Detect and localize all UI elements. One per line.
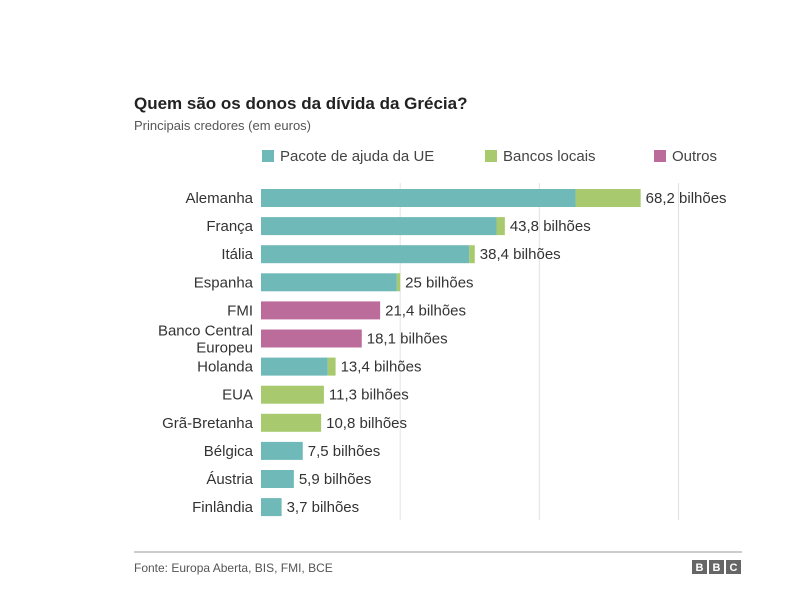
value-label: 5,9 bilhões <box>299 471 372 488</box>
category-label: Áustria <box>206 471 253 488</box>
category-label: Grã-Bretanha <box>162 415 254 432</box>
value-label: 10,8 bilhões <box>326 415 407 432</box>
bbc-logo: B B C <box>692 560 741 574</box>
category-label: Bélgica <box>204 443 254 460</box>
value-label: 18,1 bilhões <box>367 331 448 348</box>
value-label: 68,2 bilhões <box>646 190 727 207</box>
value-label: 3,7 bilhões <box>287 499 360 516</box>
legend-label: Pacote de ajuda da UE <box>280 148 434 165</box>
bar-segment <box>469 245 475 264</box>
bar-segment <box>261 357 328 376</box>
bar-segment <box>261 498 282 517</box>
category-label: EUA <box>222 387 253 404</box>
bar-segment <box>327 357 336 376</box>
chart-title: Quem são os donos da dívida da Grécia? <box>134 94 467 113</box>
bar-segment <box>496 217 505 236</box>
legend-swatch <box>262 150 274 162</box>
bar-segment <box>261 329 362 348</box>
value-label: 11,3 bilhões <box>329 387 409 404</box>
bar-segment <box>261 273 397 292</box>
bar-segment <box>261 189 576 207</box>
chart-subtitle: Principais credores (em euros) <box>134 118 311 133</box>
legend-swatch <box>485 150 497 162</box>
value-label: 13,4 bilhões <box>341 359 422 376</box>
value-label: 38,4 bilhões <box>480 246 561 263</box>
category-label: Itália <box>221 246 253 263</box>
category-label: Espanha <box>194 274 254 291</box>
bar-segment <box>261 385 324 404</box>
value-label: 43,8 bilhões <box>510 218 591 235</box>
legend-label: Bancos locais <box>503 148 596 165</box>
bar-segment <box>575 189 641 207</box>
svg-text:B: B <box>713 562 721 574</box>
bar-segment <box>261 413 322 432</box>
category-label: Alemanha <box>185 190 253 207</box>
source-note: Fonte: Europa Aberta, BIS, FMI, BCE <box>134 561 333 575</box>
value-label: 25 bilhões <box>405 274 473 291</box>
bar-segment <box>261 441 303 460</box>
legend-swatch <box>654 150 666 162</box>
category-label: Finlândia <box>192 499 254 516</box>
category-label: FMI <box>227 302 253 319</box>
svg-text:B: B <box>696 562 704 574</box>
bar-segment <box>261 301 381 320</box>
bar-segment <box>396 273 401 292</box>
category-label: Banco Central Europeu <box>158 323 253 357</box>
bar-segment <box>261 470 294 488</box>
svg-text:C: C <box>730 562 738 574</box>
bar-segment <box>261 245 470 264</box>
value-label: 7,5 bilhões <box>308 443 381 460</box>
bar-segment <box>261 217 497 236</box>
legend-label: Outros <box>672 148 717 165</box>
category-label: Holanda <box>197 359 254 376</box>
category-label: França <box>206 218 253 235</box>
value-label: 21,4 bilhões <box>385 302 466 319</box>
